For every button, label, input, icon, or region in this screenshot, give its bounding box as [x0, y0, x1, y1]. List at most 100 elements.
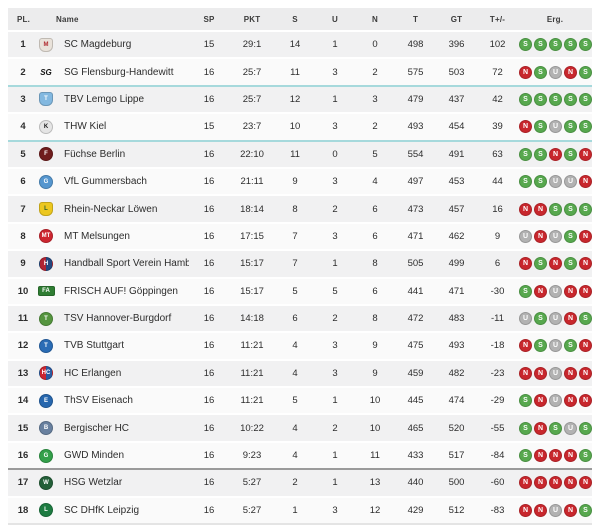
result-badge-loss[interactable]: N — [534, 284, 547, 298]
result-badge-win[interactable]: S — [534, 120, 547, 134]
result-badge-draw[interactable]: U — [519, 229, 532, 243]
result-badge-draw[interactable]: U — [549, 284, 562, 298]
result-badge-loss[interactable]: N — [579, 339, 592, 353]
result-badge-loss[interactable]: N — [519, 503, 532, 517]
result-badge-draw[interactable]: U — [549, 503, 562, 517]
result-badge-win[interactable]: S — [519, 147, 532, 161]
result-badge-win[interactable]: S — [564, 229, 577, 243]
table-row[interactable]: 15 B Bergischer HC 16 10:22 4 2 10 465 520 -55 S N S U… — [8, 415, 592, 443]
result-badge-win[interactable]: S — [519, 421, 532, 435]
result-badge-win[interactable]: S — [579, 503, 592, 517]
table-row[interactable]: 12 T TVB Stuttgart 16 11:21 4 3 9 475 493 -18 N S U S N — [8, 333, 592, 361]
result-badge-win[interactable]: S — [519, 38, 532, 52]
result-badge-win[interactable]: S — [579, 421, 592, 435]
result-badge-draw[interactable]: U — [549, 65, 562, 79]
table-row[interactable]: 6 G VfL Gummersbach 16 21:11 9 3 4 497 453 44 S S U U N — [8, 168, 592, 197]
table-row[interactable]: 3 T TBV Lemgo Lippe 16 25:7 12 1 3 479 437 42 S S S S S — [8, 86, 592, 115]
result-badge-loss[interactable]: N — [534, 503, 547, 517]
result-badge-loss[interactable]: N — [579, 147, 592, 161]
result-badge-win[interactable]: S — [579, 92, 592, 106]
result-badge-win[interactable]: S — [579, 202, 592, 216]
result-badge-loss[interactable]: N — [564, 65, 577, 79]
table-row[interactable]: 14 E ThSV Eisenach 16 11:21 5 1 10 445 474 -29 S N U N… — [8, 388, 592, 416]
table-row[interactable]: 13 HC HC Erlangen 16 11:21 4 3 9 459 482 -23 N N U N N — [8, 360, 592, 389]
result-badge-loss[interactable]: N — [549, 257, 562, 271]
result-badge-draw[interactable]: U — [549, 339, 562, 353]
result-badge-loss[interactable]: N — [579, 257, 592, 271]
result-badge-draw[interactable]: U — [564, 421, 577, 435]
result-badge-loss[interactable]: N — [519, 339, 532, 353]
result-badge-win[interactable]: S — [579, 312, 592, 326]
result-badge-draw[interactable]: U — [549, 120, 562, 134]
result-badge-win[interactable]: S — [534, 92, 547, 106]
result-badge-loss[interactable]: N — [534, 421, 547, 435]
result-badge-win[interactable]: S — [534, 38, 547, 52]
result-badge-loss[interactable]: N — [534, 366, 547, 380]
result-badge-win[interactable]: S — [519, 449, 532, 463]
table-row[interactable]: 16 G GWD Minden 16 9:23 4 1 11 433 517 -84 S N N N S — [8, 442, 592, 471]
result-badge-loss[interactable]: N — [534, 476, 547, 490]
result-badge-win[interactable]: S — [564, 202, 577, 216]
result-badge-draw[interactable]: U — [564, 175, 577, 189]
result-badge-loss[interactable]: N — [564, 449, 577, 463]
table-row[interactable]: 18 L SC DHfK Leipzig 16 5:27 1 3 12 429 512 -83 N N U… — [8, 497, 592, 526]
result-badge-win[interactable]: S — [579, 65, 592, 79]
result-badge-win[interactable]: S — [549, 421, 562, 435]
table-row[interactable]: 17 W HSG Wetzlar 16 5:27 2 1 13 440 500 -60 N N N N N — [8, 470, 592, 498]
result-badge-loss[interactable]: N — [549, 449, 562, 463]
table-row[interactable]: 8 MT MT Melsungen 16 17:15 7 3 6 471 462 9 U N U S N — [8, 223, 592, 252]
result-badge-win[interactable]: S — [564, 147, 577, 161]
table-row[interactable]: 4 K THW Kiel 15 23:7 10 3 2 493 454 39 N S U S S — [8, 114, 592, 142]
result-badge-win[interactable]: S — [534, 147, 547, 161]
result-badge-win[interactable]: S — [564, 339, 577, 353]
result-badge-win[interactable]: S — [549, 92, 562, 106]
result-badge-loss[interactable]: N — [579, 476, 592, 490]
result-badge-win[interactable]: S — [564, 38, 577, 52]
result-badge-loss[interactable]: N — [579, 394, 592, 408]
result-badge-loss[interactable]: N — [534, 394, 547, 408]
result-badge-win[interactable]: S — [549, 202, 562, 216]
result-badge-win[interactable]: S — [549, 38, 562, 52]
table-row[interactable]: 10 FA FRISCH AUF! Göppingen 16 15:17 5 5 6 441 47… — [8, 278, 592, 306]
result-badge-win[interactable]: S — [579, 449, 592, 463]
table-row[interactable]: 1 M SC Magdeburg 15 29:1 14 1 0 498 396 102 S S S S S — [8, 32, 592, 60]
result-badge-win[interactable]: S — [519, 284, 532, 298]
table-row[interactable]: 5 F Füchse Berlin 16 22:10 11 0 5 554 491 63 S S N S N — [8, 141, 592, 169]
result-badge-draw[interactable]: U — [549, 394, 562, 408]
result-badge-win[interactable]: S — [519, 92, 532, 106]
result-badge-loss[interactable]: N — [564, 366, 577, 380]
result-badge-win[interactable]: S — [564, 120, 577, 134]
result-badge-win[interactable]: S — [519, 175, 532, 189]
result-badge-loss[interactable]: N — [519, 120, 532, 134]
result-badge-loss[interactable]: N — [579, 366, 592, 380]
result-badge-loss[interactable]: N — [519, 257, 532, 271]
result-badge-loss[interactable]: N — [534, 449, 547, 463]
result-badge-loss[interactable]: N — [579, 229, 592, 243]
result-badge-win[interactable]: S — [564, 92, 577, 106]
result-badge-win[interactable]: S — [534, 339, 547, 353]
result-badge-loss[interactable]: N — [519, 202, 532, 216]
result-badge-win[interactable]: S — [534, 65, 547, 79]
table-row[interactable]: 11 T TSV Hannover-Burgdorf 16 14:18 6 2 8 472 483… — [8, 305, 592, 334]
result-badge-win[interactable]: S — [534, 312, 547, 326]
result-badge-draw[interactable]: U — [549, 366, 562, 380]
result-badge-loss[interactable]: N — [534, 229, 547, 243]
result-badge-loss[interactable]: N — [564, 312, 577, 326]
result-badge-loss[interactable]: N — [564, 503, 577, 517]
result-badge-loss[interactable]: N — [519, 65, 532, 79]
result-badge-loss[interactable]: N — [579, 284, 592, 298]
result-badge-draw[interactable]: U — [549, 312, 562, 326]
result-badge-win[interactable]: S — [534, 175, 547, 189]
result-badge-draw[interactable]: U — [549, 229, 562, 243]
result-badge-loss[interactable]: N — [564, 476, 577, 490]
result-badge-win[interactable]: S — [534, 257, 547, 271]
result-badge-loss[interactable]: N — [549, 147, 562, 161]
result-badge-draw[interactable]: U — [519, 312, 532, 326]
table-row[interactable]: 2 SG SG Flensburg-Handewitt 16 25:7 11 3 2 575 50… — [8, 59, 592, 87]
result-badge-loss[interactable]: N — [534, 202, 547, 216]
result-badge-loss[interactable]: N — [549, 476, 562, 490]
result-badge-win[interactable]: S — [564, 257, 577, 271]
result-badge-draw[interactable]: U — [549, 175, 562, 189]
result-badge-loss[interactable]: N — [519, 476, 532, 490]
